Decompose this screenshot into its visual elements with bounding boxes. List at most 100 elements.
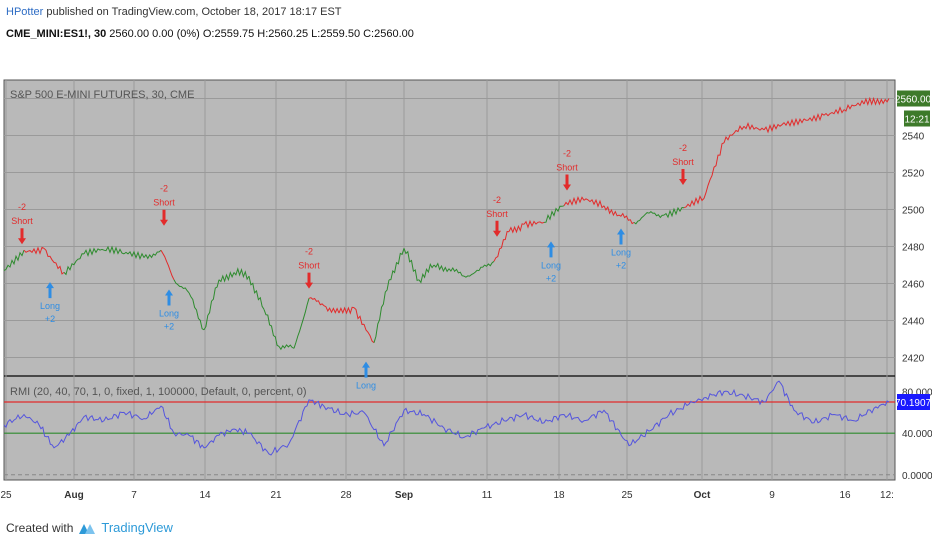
price-line-segment bbox=[618, 212, 635, 225]
rmi-panel-background bbox=[3, 375, 896, 481]
price-line-segment bbox=[338, 306, 355, 315]
last-price-value: 2560.00 bbox=[895, 95, 932, 106]
rmi-series bbox=[3, 380, 890, 456]
price-line-segment bbox=[233, 267, 250, 281]
price-line-segment bbox=[3, 250, 25, 272]
price-line-segment bbox=[563, 195, 585, 207]
time-tick-label: 7 bbox=[131, 490, 137, 501]
time-axis: 25 Aug 7 14 21 28 Sep 11 18 25 Oct 9 16 12: bbox=[0, 490, 894, 501]
price-line-segment bbox=[160, 249, 175, 281]
time-tick-label: Sep bbox=[395, 490, 413, 501]
price-line-segment bbox=[308, 297, 325, 307]
price-line-segment bbox=[293, 298, 310, 349]
price-tick-label: 2440 bbox=[902, 317, 925, 328]
tradingview-brand-link[interactable]: TradingView bbox=[101, 520, 173, 535]
long-arrow-icon bbox=[46, 282, 54, 299]
price-line-segment bbox=[823, 106, 845, 117]
price-line-segment bbox=[703, 142, 725, 199]
time-tick-label: 16 bbox=[839, 490, 851, 501]
price-line-segment bbox=[478, 260, 495, 271]
short-arrow-icon bbox=[493, 220, 501, 237]
trade-signals: -2 Short Long +2 -2 Short Long +2 -2 Short Long -2 S… bbox=[11, 143, 694, 391]
signal-label: Short bbox=[298, 261, 320, 271]
signal-label: Long bbox=[611, 247, 631, 257]
short-arrow-icon bbox=[679, 169, 687, 185]
price-line-segment bbox=[388, 248, 405, 281]
short-arrow-icon bbox=[18, 228, 26, 245]
time-tick-label: 28 bbox=[340, 490, 352, 501]
author-link[interactable]: HPotter bbox=[6, 6, 44, 18]
rmi-tick-label: 80.0000 bbox=[902, 388, 932, 399]
signal-qty: +2 bbox=[164, 322, 174, 332]
price-line-segment bbox=[218, 271, 235, 283]
long-arrow-icon bbox=[547, 241, 555, 258]
price-line-segment bbox=[23, 246, 45, 255]
price-line-segment bbox=[543, 205, 565, 223]
rmi-tick-label: 0.0000 bbox=[902, 471, 932, 482]
price-line-segment bbox=[663, 206, 685, 219]
signal-qty: +2 bbox=[616, 260, 626, 270]
publisher-header: HPotter published on TradingView.com, Oc… bbox=[6, 6, 342, 18]
price-line-segment bbox=[173, 279, 190, 294]
time-tick-label: 14 bbox=[199, 490, 211, 501]
price-line-segment bbox=[43, 247, 65, 275]
symbol-quote: 2560.00 0.00 (0%) O:2559.75 H:2560.25 L:… bbox=[106, 28, 414, 40]
signal-qty: +2 bbox=[546, 273, 556, 283]
long-arrow-icon bbox=[165, 289, 173, 306]
grid-lines bbox=[4, 80, 895, 480]
time-tick-label: 12: bbox=[880, 490, 894, 501]
price-tick-label: 2480 bbox=[902, 243, 925, 254]
short-arrow-icon bbox=[563, 174, 571, 191]
signal-label: Short bbox=[11, 216, 33, 226]
price-line-segment bbox=[203, 279, 220, 331]
price-line-segment bbox=[433, 262, 450, 273]
time-tick-label: Oct bbox=[694, 490, 711, 501]
price-line-segment bbox=[63, 253, 85, 276]
price-line-segment bbox=[363, 324, 375, 344]
symbol-quote-line: CME_MINI:ES1!, 30 2560.00 0.00 (0%) O:25… bbox=[6, 28, 414, 40]
signal-label: Long bbox=[541, 260, 561, 270]
price-tick-label: 2500 bbox=[902, 206, 925, 217]
short-arrow-icon bbox=[160, 209, 168, 226]
price-line-segment bbox=[493, 230, 510, 262]
price-line-segment bbox=[373, 279, 390, 343]
price-line-segment bbox=[143, 249, 162, 260]
price-line-segment bbox=[403, 248, 420, 282]
value-badges: 2560.00 12:21 70.1907 bbox=[895, 90, 932, 410]
chart-canvas[interactable]: 24202440246024802500252025402560 0.00004… bbox=[0, 52, 932, 510]
time-tick-label: 25 bbox=[0, 490, 12, 501]
long-arrow-icon bbox=[362, 361, 370, 378]
price-tick-label: 2520 bbox=[902, 169, 925, 180]
signal-label: Short bbox=[153, 198, 175, 208]
time-tick-label: Aug bbox=[64, 490, 83, 501]
price-line-segment bbox=[188, 292, 205, 331]
price-line-segment bbox=[723, 124, 745, 144]
rmi-line bbox=[3, 380, 890, 456]
price-tick-label: 2420 bbox=[902, 354, 925, 365]
price-line-segment bbox=[103, 245, 125, 255]
rmi-last-value: 70.1907 bbox=[895, 398, 932, 409]
price-tick-label: 2540 bbox=[902, 132, 925, 143]
price-line-segment bbox=[803, 112, 825, 123]
created-with-label: Created with bbox=[6, 520, 74, 535]
countdown-badge bbox=[904, 110, 930, 127]
signal-qty: -2 bbox=[563, 149, 571, 159]
signal-qty: -2 bbox=[493, 195, 501, 205]
rmi-chart-title: RMI (20, 40, 70, 1, 0, fixed, 1, 100000,… bbox=[10, 386, 307, 398]
signal-label: Short bbox=[486, 209, 508, 219]
rmi-last-value-badge bbox=[897, 394, 930, 410]
signal-qty: -2 bbox=[679, 143, 687, 153]
price-panel-background bbox=[3, 79, 896, 405]
symbol-ticker: CME_MINI:ES1!, 30 bbox=[6, 28, 107, 40]
price-line-segment bbox=[263, 309, 280, 347]
signal-label: Short bbox=[672, 157, 694, 167]
price-line-segment bbox=[583, 198, 605, 209]
price-line-segment bbox=[508, 223, 525, 234]
price-axis: 24202440246024802500252025402560 bbox=[902, 95, 925, 365]
time-tick-label: 9 bbox=[769, 490, 775, 501]
price-line-segment bbox=[523, 219, 545, 229]
price-line-segment bbox=[353, 307, 365, 325]
long-arrow-icon bbox=[617, 228, 625, 245]
price-line-segment bbox=[683, 195, 705, 209]
price-line-segment bbox=[418, 263, 435, 284]
